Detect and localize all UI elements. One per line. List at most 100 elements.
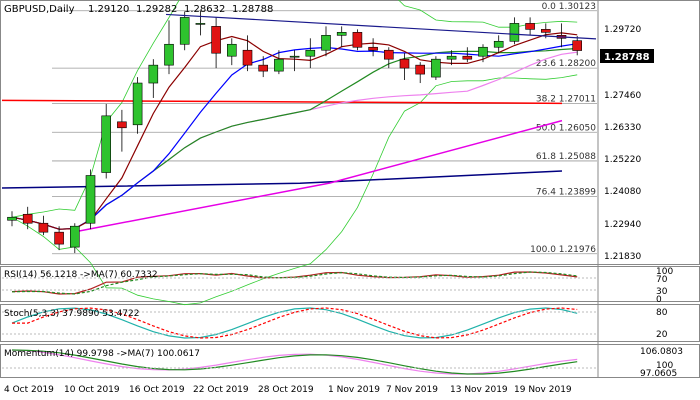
chart-header-open: 1.29120 — [88, 4, 129, 15]
bollinger-lower — [11, 74, 578, 306]
fibonacci-level-label: 23.6 1.28200 — [536, 59, 596, 69]
candle[interactable] — [572, 35, 583, 56]
stoch-d-line — [12, 307, 578, 339]
candle-body — [85, 175, 96, 224]
chart-header-high: 1.29282 — [136, 4, 177, 15]
candle-body — [446, 55, 457, 60]
candle[interactable] — [101, 103, 111, 179]
candle-body — [493, 40, 504, 48]
price-tick: 1.29720 — [604, 25, 641, 35]
candle-body — [383, 49, 394, 60]
candle[interactable] — [179, 11, 190, 51]
time-tick: 13 Nov 2019 — [450, 385, 508, 395]
price-tick: 1.26330 — [604, 123, 641, 133]
rsi-ma-line — [11, 271, 578, 295]
momentum-tick: 106.0803 — [640, 347, 683, 357]
candle[interactable] — [383, 47, 394, 69]
candle-body — [70, 225, 80, 248]
candle[interactable] — [446, 50, 457, 66]
candle[interactable] — [399, 53, 410, 81]
candle-body — [242, 49, 253, 66]
trendline-layer[interactable] — [165, 13, 597, 40]
candle[interactable] — [22, 206, 33, 230]
fibonacci-level-label: 61.8 1.25088 — [536, 152, 596, 162]
ma-long-red — [1, 99, 563, 105]
candle[interactable] — [493, 35, 504, 54]
bollinger-band-layer — [11, 0, 578, 306]
candle-body — [117, 121, 127, 129]
candle[interactable] — [164, 20, 174, 75]
resistance-trendline[interactable] — [165, 13, 597, 40]
fibonacci-layer: 0.0 1.30123 23.6 1.28200 38.2 1.27011 50.0 … — [52, 2, 597, 255]
candle[interactable] — [305, 38, 316, 69]
rsi-label: RSI(14) 56.1218 ->MA(7) 60.7332 — [4, 270, 158, 280]
candle[interactable] — [54, 226, 64, 251]
candle[interactable] — [85, 169, 96, 230]
stoch-k-line — [11, 307, 578, 339]
candle-body — [431, 58, 441, 78]
current-price-box — [600, 49, 654, 63]
current-price-marker: 1.28788 — [600, 49, 654, 63]
candle[interactable] — [289, 50, 300, 72]
candle[interactable] — [211, 17, 221, 69]
time-tick: 7 Nov 2019 — [386, 385, 438, 395]
rsi-tick: 30 — [656, 287, 668, 297]
candle[interactable] — [478, 44, 488, 63]
candle-body — [258, 64, 269, 72]
ma-mid-magenta — [69, 119, 563, 234]
candle[interactable] — [525, 17, 535, 36]
momentum-label: Momentum(14) 99.9798 ->MA(7) 100.0617 — [4, 349, 200, 359]
candle[interactable] — [321, 26, 331, 57]
stochastic-lines — [11, 307, 578, 339]
fibonacci-level-label: 50.0 1.26050 — [536, 123, 596, 133]
candlestick-layer[interactable] — [7, 10, 583, 254]
candle[interactable] — [509, 17, 520, 45]
candle[interactable] — [431, 56, 441, 81]
candle[interactable] — [462, 47, 473, 63]
candle[interactable] — [274, 50, 284, 75]
fibonacci-level-label: 38.2 1.27011 — [536, 95, 596, 105]
candle[interactable] — [258, 56, 269, 78]
candle[interactable] — [195, 10, 206, 36]
candle[interactable] — [117, 109, 127, 152]
candle[interactable] — [556, 23, 567, 48]
price-axis[interactable]: 1.29720 1.27460 1.26330 1.25220 1.24080 … — [604, 25, 641, 262]
candle[interactable] — [148, 59, 159, 98]
candle-body — [101, 115, 111, 173]
price-tick: 1.27460 — [604, 91, 641, 101]
candle-body — [572, 40, 583, 51]
candle[interactable] — [368, 38, 378, 57]
price-tick: 1.21830 — [604, 252, 641, 262]
time-tick: 4 Oct 2019 — [4, 385, 54, 395]
candle[interactable] — [352, 29, 363, 51]
candle[interactable] — [336, 26, 347, 48]
candle-body — [289, 55, 300, 58]
candle-body — [399, 58, 410, 69]
candle-body — [305, 49, 316, 57]
candle-body — [195, 23, 206, 25]
price-tick: 1.25220 — [604, 155, 641, 165]
momentum-lines — [11, 349, 578, 375]
candle[interactable] — [227, 38, 237, 66]
candle-body — [211, 26, 221, 54]
rsi-tick: 100 — [656, 267, 673, 277]
candle[interactable] — [415, 62, 426, 84]
candle-body — [227, 43, 237, 57]
time-axis[interactable]: 4 Oct 2019 10 Oct 2019 16 Oct 2019 22 Oc… — [4, 385, 572, 395]
candle[interactable] — [242, 35, 253, 72]
candle[interactable] — [132, 77, 143, 134]
fibonacci-level-label: 76.4 1.23899 — [536, 187, 596, 197]
stoch-tick: 20 — [656, 330, 668, 340]
candle-body — [540, 29, 551, 33]
momentum-ma-line — [11, 349, 578, 375]
candle[interactable] — [70, 223, 80, 254]
candle-body — [274, 58, 284, 72]
momentum-tick: 97.0605 — [640, 369, 677, 379]
current-price-label: 1.28788 — [604, 52, 650, 63]
candle-body — [148, 64, 159, 84]
ma-long-navy — [1, 170, 563, 189]
candle[interactable] — [7, 211, 17, 227]
candle-body — [352, 32, 363, 48]
candle[interactable] — [38, 215, 49, 236]
